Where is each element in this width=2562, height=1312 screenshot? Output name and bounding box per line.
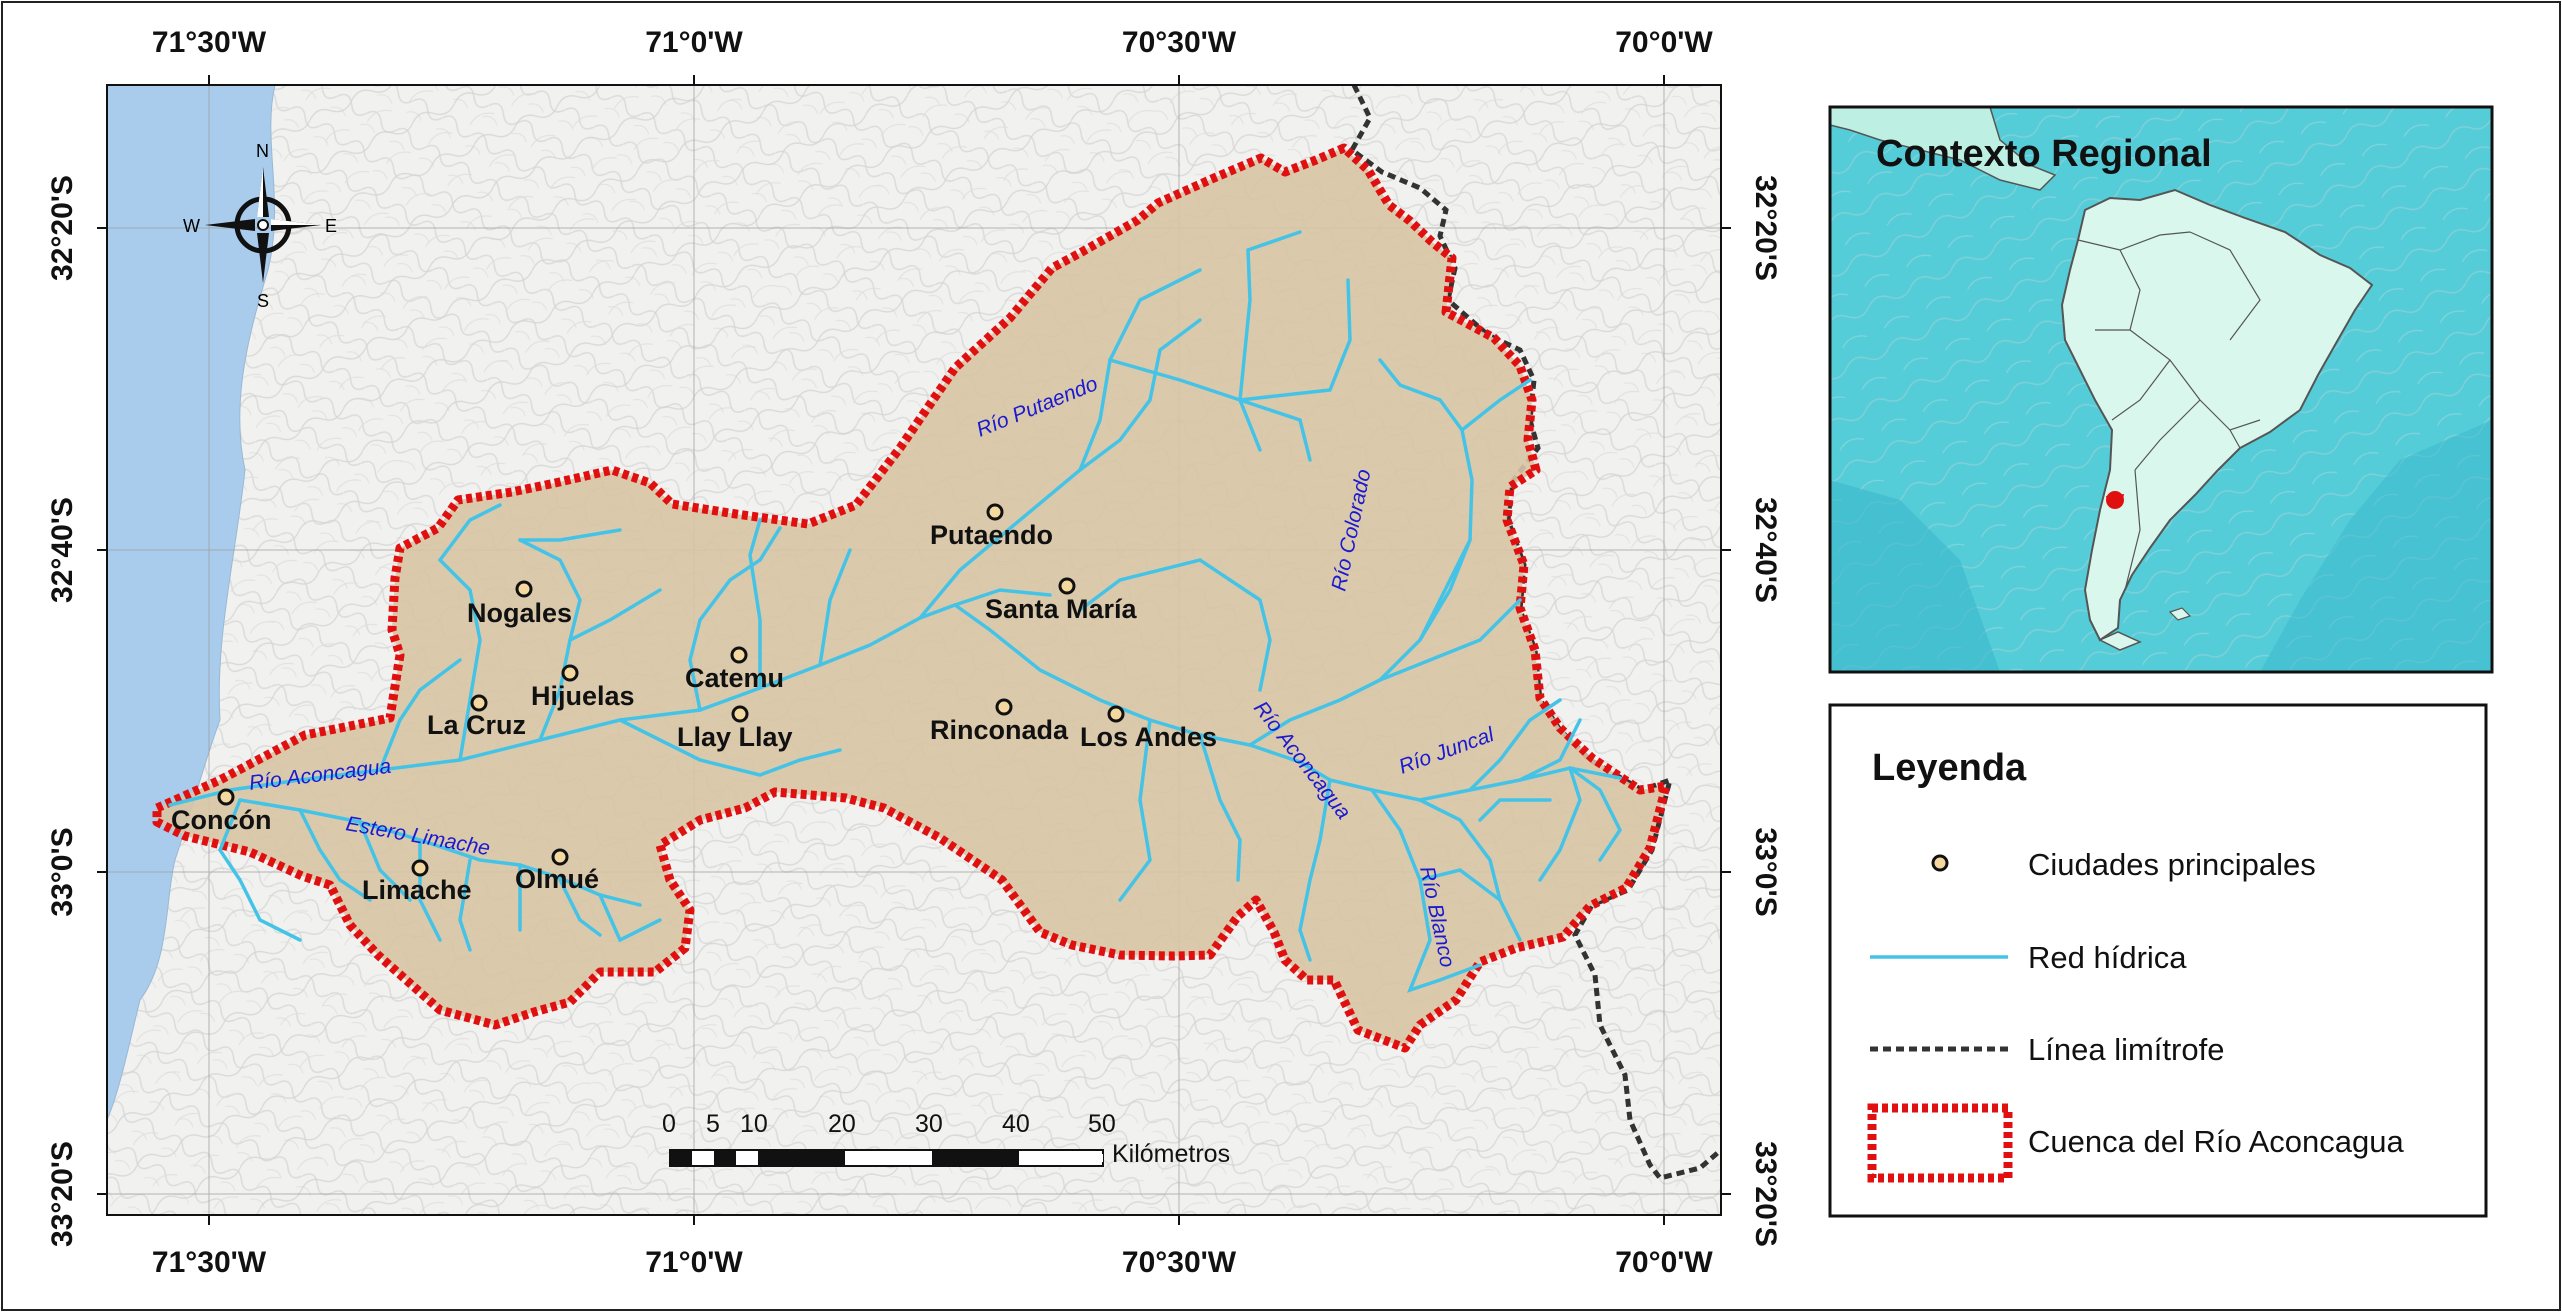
scale-bar: 0 5 10 20 30 40 50 Kilómetros <box>662 1110 1230 1168</box>
legend-basin-symbol <box>1867 1103 2013 1183</box>
city-label-nogales: Nogales <box>467 598 572 628</box>
city-marker-catemu <box>730 646 748 664</box>
lat-label-left-2: 32°40'S <box>46 497 79 603</box>
lat-label-left-3: 33°0'S <box>46 827 79 916</box>
tierra-del-fuego <box>2098 631 2142 651</box>
grid-labels-top: 71°30'W 71°0'W 70°30'W 70°0'W <box>152 26 1714 59</box>
lon-label-top-2: 71°0'W <box>645 26 743 59</box>
city-label-rinconada: Rinconada <box>930 715 1069 745</box>
lat-label-left-1: 32°20'S <box>46 175 79 281</box>
city-label-llay-llay: Llay Llay <box>677 722 793 752</box>
inset-title: Contexto Regional <box>1876 133 2212 175</box>
inset-map <box>1830 107 2492 672</box>
legend-label-cities: Ciudades principales <box>2028 847 2316 882</box>
city-marker-la-cruz <box>470 694 488 712</box>
city-marker-llay-llay <box>731 705 749 723</box>
scale-unit: Kilómetros <box>1112 1140 1230 1168</box>
aconcagua-basin <box>152 143 1671 1053</box>
lat-label-right-2: 32°40'S <box>1749 497 1782 603</box>
city-label-los-andes: Los Andes <box>1080 722 1217 752</box>
river-aconcagua-main <box>168 603 1622 807</box>
city-marker-hijuelas <box>561 664 579 682</box>
lat-label-right-4: 33°20'S <box>1749 1141 1782 1247</box>
compass-w: W <box>183 216 200 236</box>
compass-e: E <box>325 216 337 236</box>
city-marker-santa-maria <box>1058 577 1076 595</box>
lon-label-bottom-4: 70°0'W <box>1615 1246 1713 1279</box>
north-america-landmass <box>1830 107 2057 191</box>
city-marker-rinconada <box>995 698 1013 716</box>
inset-country-borders <box>2077 231 2261 591</box>
city-marker-los-andes <box>1107 705 1125 723</box>
city-markers <box>217 503 1125 877</box>
pacific-ocean <box>107 85 276 1121</box>
city-marker-limache <box>411 859 429 877</box>
city-label-concon: Concón <box>171 805 272 835</box>
lon-label-top-1: 71°30'W <box>152 26 267 59</box>
legend: Leyenda Ciudades principales Red hídrica… <box>1828 703 2488 1218</box>
scale-tick-40: 40 <box>1002 1110 1030 1138</box>
falkland-islands <box>2168 607 2192 621</box>
city-label-putaendo: Putaendo <box>930 520 1053 550</box>
lat-label-right-1: 32°20'S <box>1749 175 1782 281</box>
main-map: Concón Nogales Hijuelas La Cruz Catemu L… <box>107 85 1721 1215</box>
compass-n: N <box>256 141 269 161</box>
scale-tick-50: 50 <box>1088 1110 1116 1138</box>
grid-labels-right: 32°20'S 32°40'S 33°0'S 33°20'S <box>1749 175 1782 1247</box>
city-label-limache: Limache <box>362 875 472 905</box>
city-label-la-cruz: La Cruz <box>427 710 526 740</box>
city-marker-concon <box>217 788 235 806</box>
inset-deep-ocean-east <box>2260 420 2492 672</box>
river-network <box>168 230 1623 993</box>
legend-label-rivers: Red hídrica <box>2028 940 2187 975</box>
inset-deep-ocean <box>1830 480 2000 672</box>
legend-city-symbol <box>1931 854 1949 872</box>
city-marker-nogales <box>515 580 533 598</box>
lon-label-bottom-2: 71°0'W <box>645 1246 743 1279</box>
grid-labels-bottom: 71°30'W 71°0'W 70°30'W 70°0'W <box>152 1246 1714 1279</box>
north-arrow: N S E W <box>183 141 337 311</box>
legend-label-basin: Cuenca del Río Aconcagua <box>2028 1124 2404 1159</box>
city-marker-olmue <box>551 848 569 866</box>
lon-label-top-3: 70°30'W <box>1122 26 1237 59</box>
inset-frame <box>1828 105 2494 674</box>
scale-tick-30: 30 <box>915 1110 943 1138</box>
map-frame <box>106 84 1722 1216</box>
scale-tick-10: 10 <box>740 1110 768 1138</box>
lon-label-bottom-3: 70°30'W <box>1122 1246 1237 1279</box>
legend-title: Leyenda <box>1872 747 2027 789</box>
city-label-hijuelas: Hijuelas <box>531 681 635 711</box>
lon-label-top-4: 70°0'W <box>1615 26 1713 59</box>
city-marker-putaendo <box>986 503 1004 521</box>
scale-tick-0: 0 <box>662 1110 676 1138</box>
city-labels: Concón Nogales Hijuelas La Cruz Catemu L… <box>171 520 1217 905</box>
legend-label-boundary: Línea limítrofe <box>2028 1032 2224 1067</box>
scale-tick-20: 20 <box>828 1110 856 1138</box>
scale-tick-5: 5 <box>706 1110 720 1138</box>
city-label-santa-maria: Santa María <box>985 594 1138 624</box>
lat-label-left-4: 33°20'S <box>46 1141 79 1247</box>
city-label-olmue: Olmué <box>515 864 599 894</box>
grid-labels-left: 32°20'S 32°40'S 33°0'S 33°20'S <box>46 175 79 1247</box>
river-colorado <box>1248 358 1474 747</box>
lon-label-bottom-1: 71°30'W <box>152 1246 267 1279</box>
city-label-catemu: Catemu <box>685 663 784 693</box>
lat-label-right-3: 33°0'S <box>1749 827 1782 916</box>
compass-s: S <box>257 291 269 311</box>
